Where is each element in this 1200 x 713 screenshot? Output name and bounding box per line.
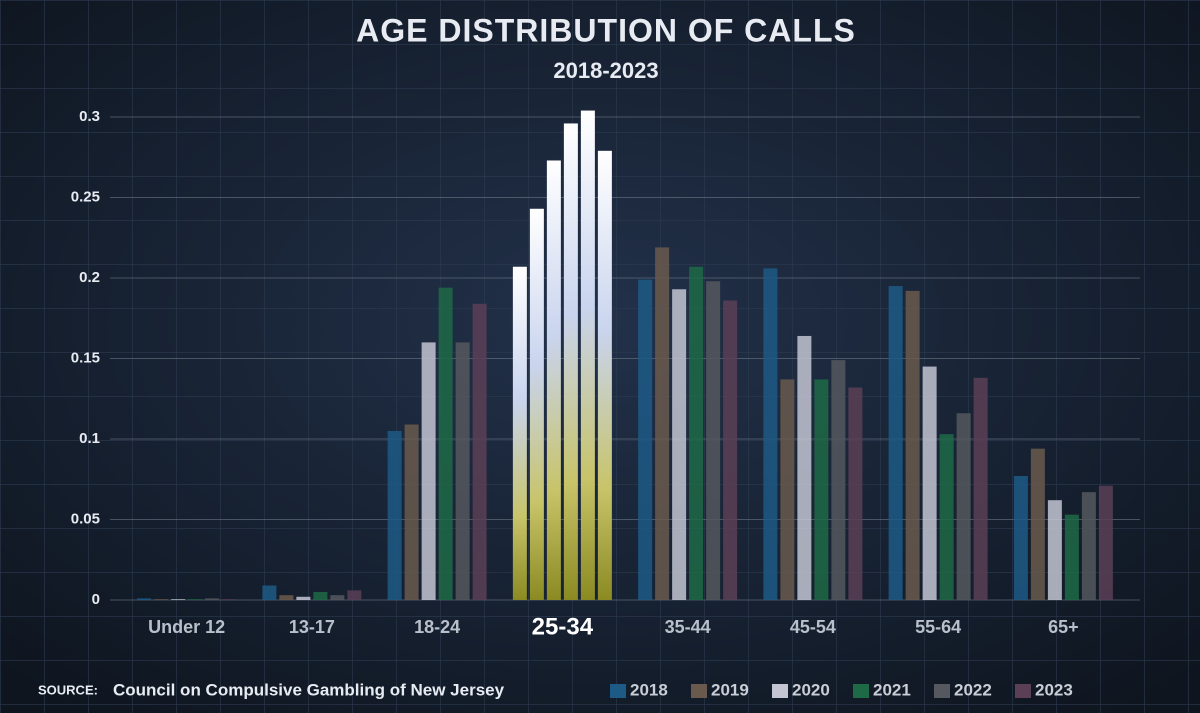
bar bbox=[888, 286, 903, 600]
bar bbox=[313, 591, 328, 600]
y-tick-label: 0.3 bbox=[79, 108, 100, 125]
bar bbox=[689, 266, 704, 600]
chart-subtitle: 2018-2023 bbox=[553, 58, 658, 83]
bar bbox=[1047, 500, 1062, 600]
bar bbox=[1081, 492, 1096, 600]
x-tick-label: Under 12 bbox=[148, 617, 225, 637]
bar bbox=[814, 379, 829, 600]
y-tick-label: 0 bbox=[92, 591, 100, 608]
bar bbox=[455, 342, 470, 600]
x-tick-label: 25-34 bbox=[532, 613, 594, 640]
legend-swatch bbox=[1015, 684, 1031, 698]
bar bbox=[922, 366, 937, 600]
bar bbox=[529, 208, 544, 600]
bar bbox=[171, 599, 186, 600]
bar bbox=[956, 413, 971, 600]
legend-label: 2023 bbox=[1035, 680, 1073, 699]
y-tick-label: 0.15 bbox=[71, 349, 100, 366]
legend-swatch bbox=[934, 684, 950, 698]
bar bbox=[939, 434, 954, 600]
legend-label: 2018 bbox=[630, 680, 668, 699]
bar bbox=[973, 377, 988, 600]
bar bbox=[137, 598, 152, 600]
bar bbox=[188, 599, 203, 600]
bar bbox=[472, 303, 487, 600]
source: Council on Compulsive Gambling of New Je… bbox=[113, 680, 505, 699]
chart-title: AGE DISTRIBUTION OF CALLS bbox=[356, 12, 856, 48]
bar bbox=[347, 590, 362, 600]
legend-label: 2021 bbox=[873, 680, 911, 699]
x-tick-label: 45-54 bbox=[790, 617, 836, 637]
bar bbox=[404, 424, 419, 600]
bar bbox=[723, 300, 738, 600]
x-tick-label: 55-64 bbox=[915, 617, 961, 637]
bar bbox=[330, 595, 345, 600]
legend-swatch bbox=[853, 684, 869, 698]
bar bbox=[1030, 448, 1045, 600]
bar bbox=[512, 266, 527, 600]
legend-label: 2022 bbox=[954, 680, 992, 699]
bar bbox=[154, 599, 169, 600]
bar bbox=[780, 379, 795, 600]
bar bbox=[831, 360, 846, 600]
y-tick-label: 0.1 bbox=[79, 430, 100, 447]
bar bbox=[563, 123, 578, 600]
bar bbox=[672, 289, 687, 600]
bar bbox=[763, 268, 778, 600]
bar bbox=[387, 430, 402, 600]
legend-swatch bbox=[610, 684, 626, 698]
bar bbox=[797, 335, 812, 600]
bar bbox=[638, 279, 653, 600]
source-label: SOURCE: bbox=[38, 682, 98, 697]
bar bbox=[262, 585, 277, 600]
bar bbox=[655, 247, 670, 600]
legend-swatch bbox=[691, 684, 707, 698]
y-tick-label: 0.2 bbox=[79, 269, 100, 286]
y-tick-label: 0.05 bbox=[71, 510, 100, 527]
bar bbox=[1064, 514, 1079, 600]
y-tick-label: 0.25 bbox=[71, 188, 100, 205]
bar bbox=[222, 599, 237, 600]
bar bbox=[438, 287, 453, 600]
bar bbox=[296, 596, 311, 600]
x-tick-label: 18-24 bbox=[414, 617, 460, 637]
bar bbox=[1013, 476, 1028, 600]
bar bbox=[205, 598, 220, 600]
legend-label: 2020 bbox=[792, 680, 830, 699]
legend-swatch bbox=[772, 684, 788, 698]
x-tick-label: 35-44 bbox=[665, 617, 711, 637]
bar bbox=[421, 342, 436, 600]
bar bbox=[905, 290, 920, 600]
bar bbox=[706, 281, 721, 600]
x-tick-label: 13-17 bbox=[289, 617, 335, 637]
legend-label: 2019 bbox=[711, 680, 749, 699]
bar bbox=[546, 160, 561, 600]
bar bbox=[597, 150, 612, 600]
x-tick-label: 65+ bbox=[1048, 617, 1079, 637]
bar bbox=[580, 110, 595, 600]
bar bbox=[279, 595, 294, 600]
bar bbox=[1098, 485, 1113, 600]
bar bbox=[848, 387, 863, 600]
